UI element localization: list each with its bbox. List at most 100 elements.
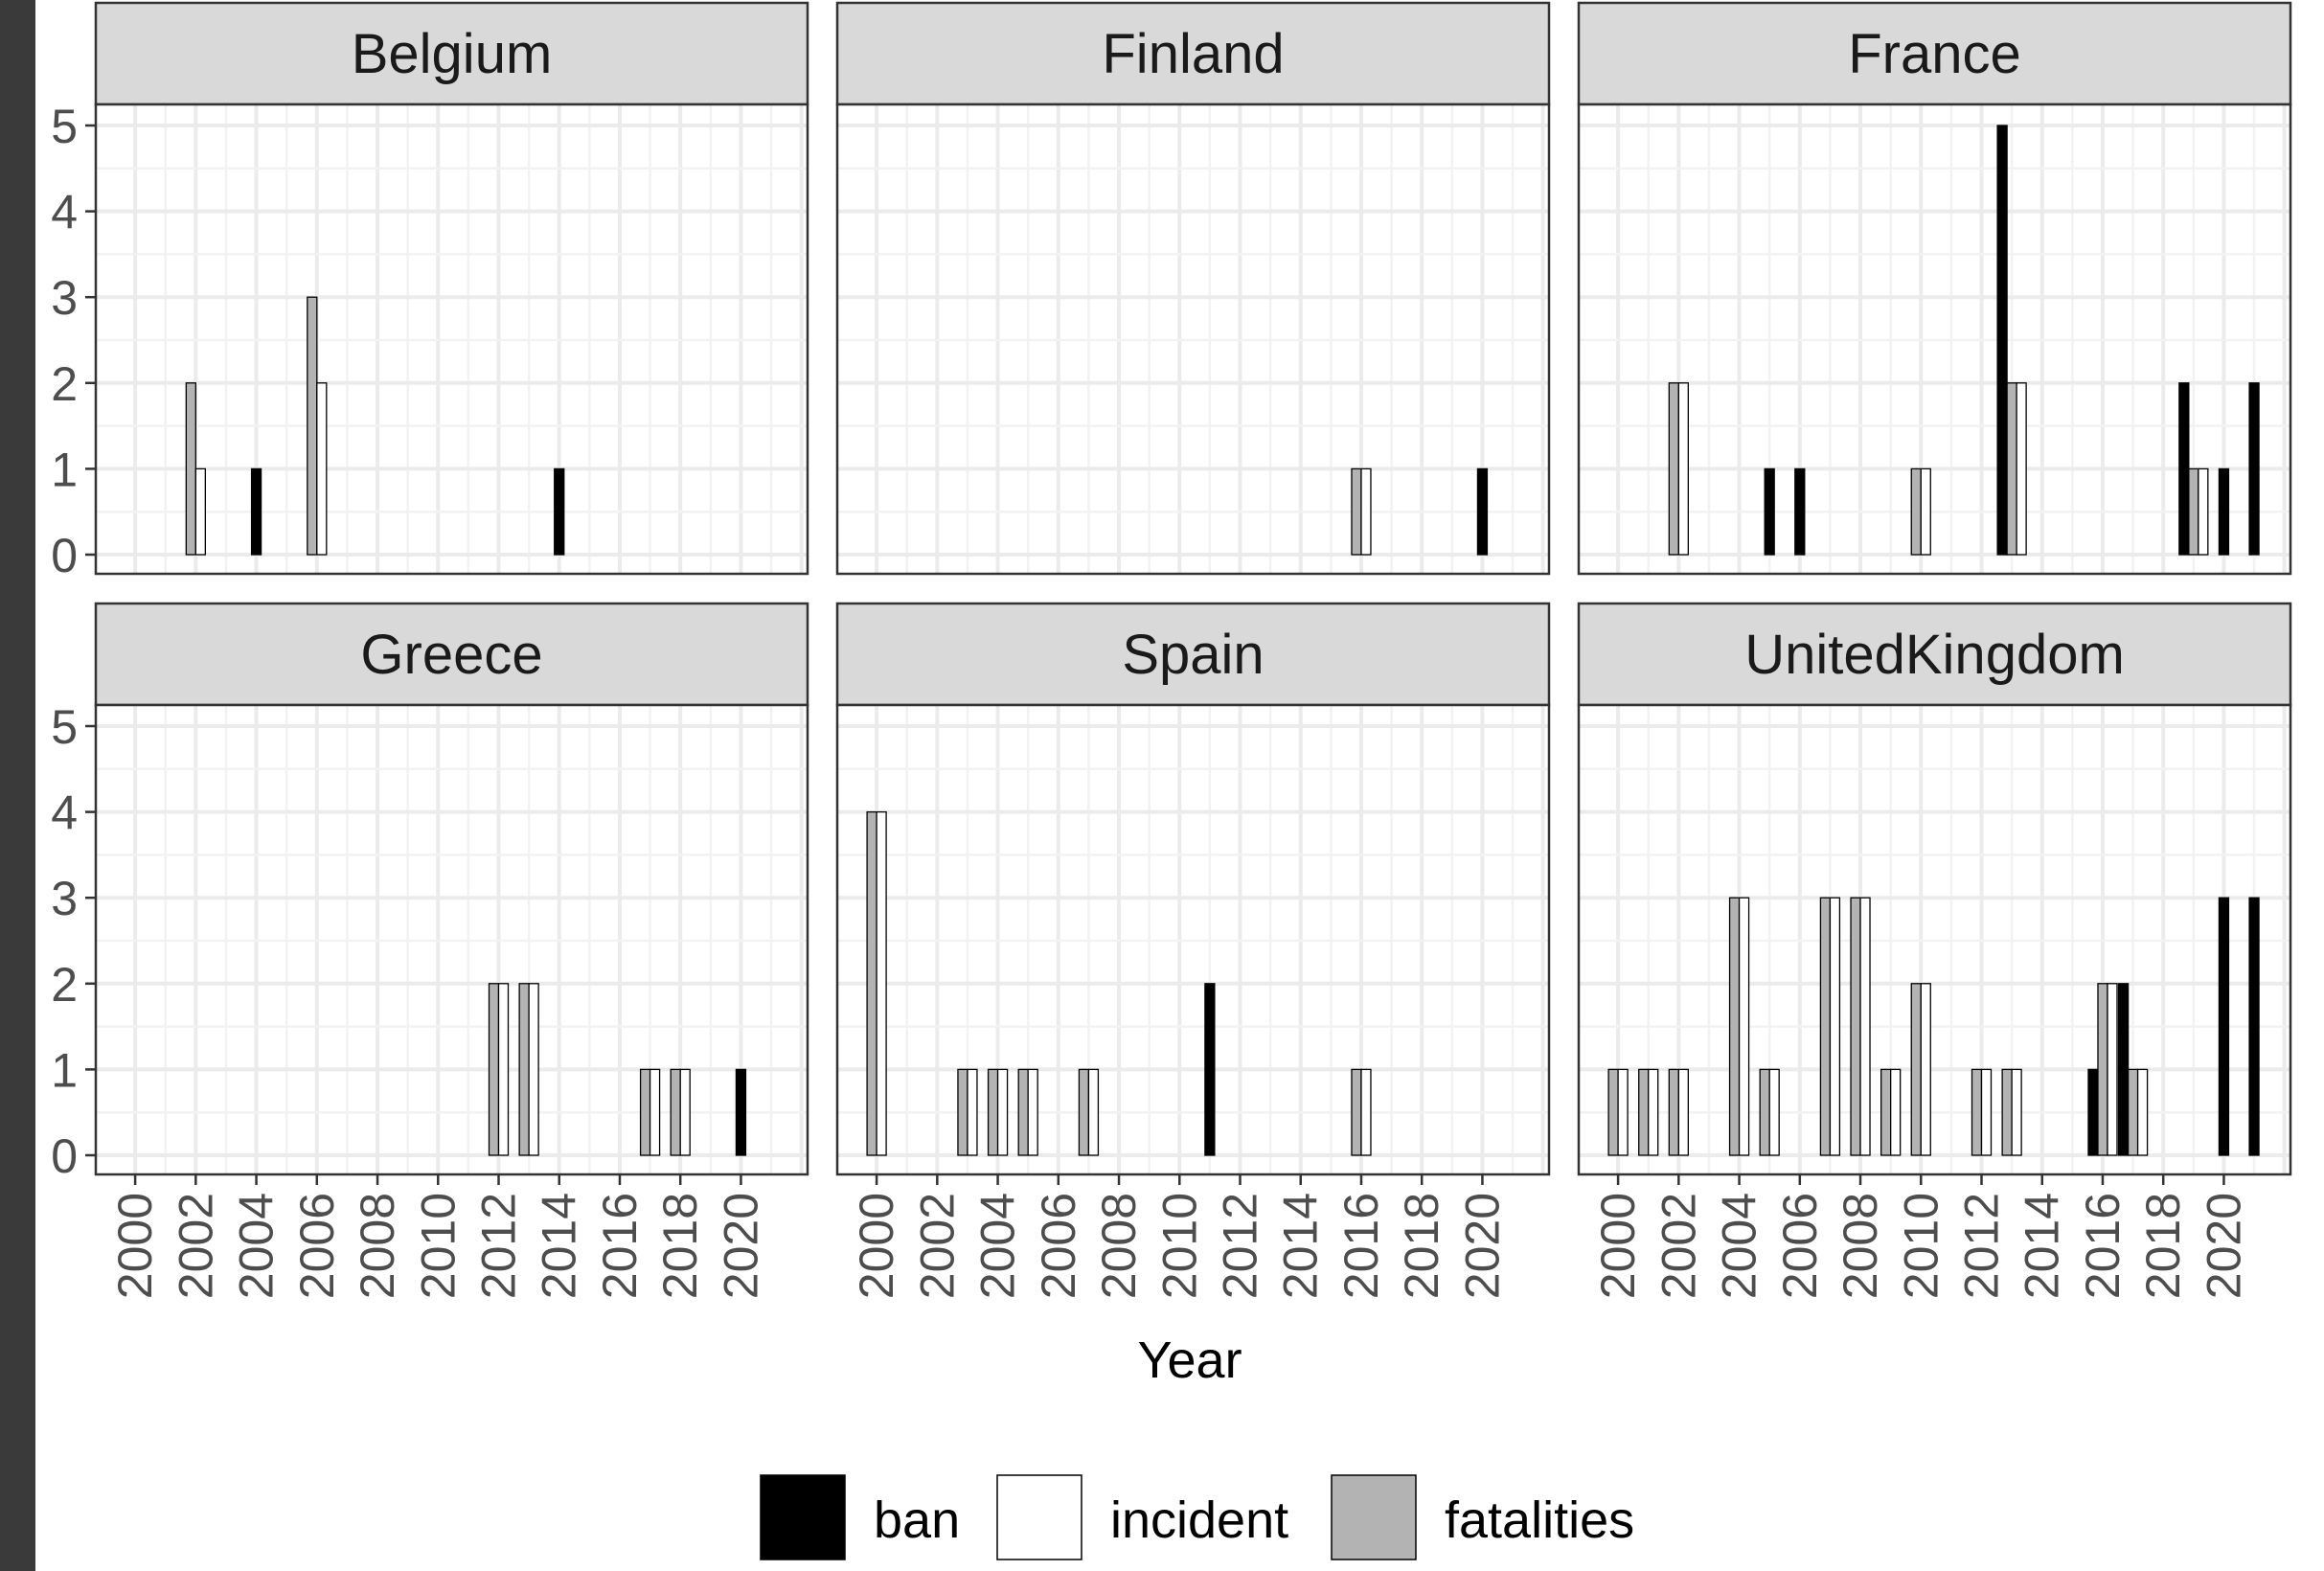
- bar-fatalities-2016: [1351, 1068, 1362, 1156]
- legend-item-fatalities: fatalities: [1331, 1474, 1634, 1560]
- y-tick-label: 0: [51, 529, 78, 582]
- x-tick-label: 2014: [2016, 1193, 2069, 1299]
- bar-fatalities-2000: [1607, 1068, 1619, 1156]
- x-tick-label: 2002: [169, 1193, 222, 1299]
- x-axis: 2000 2002 2004 2006 2008 2010 2012 2014 2016 2018…: [850, 1174, 1509, 1299]
- legend: ban incident fatalities: [760, 1474, 1634, 1560]
- y-tick-label: 0: [51, 1129, 78, 1183]
- legend-key-ban: [760, 1474, 846, 1560]
- bar-incident-2017: [2136, 1068, 2149, 1156]
- bar-ban-2020: [735, 1068, 747, 1156]
- bar-ban-2021: [2248, 382, 2260, 556]
- x-tick-label: 2008: [1834, 1193, 1887, 1299]
- gridlines: [837, 705, 1549, 1174]
- bar-ban-2020: [2218, 897, 2230, 1156]
- bar-fatalities-2004: [1728, 897, 1741, 1156]
- bar-fatalities-2004: [987, 1068, 999, 1156]
- gridlines: [1579, 104, 2290, 574]
- bar-incident-2005: [1768, 1068, 1780, 1156]
- bar-incident-2007: [1829, 897, 1841, 1156]
- legend-item-ban: ban: [760, 1474, 960, 1560]
- bar-incident-2005: [1027, 1068, 1038, 1156]
- legend-label: ban: [874, 1491, 960, 1549]
- x-tick-label: 2004: [230, 1193, 284, 1299]
- bar-ban-2020: [2218, 467, 2230, 556]
- bars: [1607, 897, 2260, 1156]
- bar-fatalities-2012: [488, 983, 500, 1156]
- y-tick-label: 1: [51, 443, 78, 496]
- facet-title: Spain: [1122, 624, 1264, 686]
- x-tick-label: 2006: [1032, 1193, 1085, 1299]
- bar-ban-2004: [250, 467, 262, 556]
- y-tick-label: 4: [51, 786, 78, 840]
- x-tick-label: 2008: [351, 1193, 404, 1299]
- bar-ban-2021: [2248, 897, 2260, 1156]
- x-axes: 2000 2002 2004 2006 2008 2010 2012 2014 2016 2018…: [108, 1174, 2250, 1299]
- panels: Belgium Finland France Greece Spain UnitedKin…: [94, 1, 2292, 1176]
- bar-fatalities-2010: [1910, 983, 1922, 1156]
- y-axis: 0 1 2 3 4 5: [51, 100, 96, 582]
- x-tick-label: 2020: [2197, 1193, 2250, 1299]
- x-tick-label: 2010: [1894, 1193, 1948, 1299]
- bar-incident-2002: [194, 467, 206, 556]
- x-tick-label: 2006: [1773, 1193, 1827, 1299]
- panel-belgium: Belgium: [94, 1, 809, 576]
- bar-fatalities-2008: [1850, 897, 1861, 1156]
- bar-fatalities-2002: [185, 382, 196, 556]
- bar-incident-2018: [679, 1068, 691, 1156]
- bar-fatalities-2006: [307, 296, 318, 556]
- bar-incident-2010: [1920, 983, 1931, 1156]
- bars: [488, 983, 747, 1156]
- y-tick-label: 5: [51, 700, 78, 754]
- panel-border: [94, 102, 809, 576]
- bar-incident-2009: [1890, 1068, 1902, 1156]
- bar-fatalities-2005: [1759, 1068, 1770, 1156]
- legend-item-incident: incident: [996, 1474, 1288, 1560]
- panel-border: [835, 703, 1551, 1176]
- x-tick-label: 2016: [593, 1193, 647, 1299]
- y-tick-label: 3: [51, 271, 78, 325]
- x-tick-label: 2002: [910, 1193, 964, 1299]
- bars: [1668, 125, 2260, 556]
- y-tick-label: 1: [51, 1043, 78, 1097]
- x-axis: 2000 2002 2004 2006 2008 2010 2012 2014 2016 2018…: [108, 1174, 767, 1299]
- bar-ban-2014: [554, 467, 565, 556]
- bar-incident-2012: [497, 983, 510, 1156]
- x-tick-label: 2018: [2136, 1193, 2190, 1299]
- facet-strip: [1577, 602, 2292, 707]
- panel-finland: Finland: [835, 1, 1551, 576]
- bar-incident-2016: [1360, 467, 1372, 556]
- x-tick-label: 2010: [411, 1193, 465, 1299]
- bar-fatalities-2013: [518, 983, 530, 1156]
- bar-incident-2004: [1738, 897, 1750, 1156]
- facet-title: Greece: [360, 624, 542, 686]
- bar-incident-2019: [2198, 467, 2209, 556]
- panel-border: [94, 703, 809, 1176]
- x-tick-label: 2018: [1395, 1193, 1448, 1299]
- legend-key-fatalities: [1331, 1474, 1417, 1560]
- bar-incident-2008: [1859, 897, 1871, 1156]
- y-tick-label: 3: [51, 872, 78, 925]
- bar-fatalities-2010: [1910, 467, 1922, 556]
- bar-incident-2001: [1648, 1068, 1659, 1156]
- bar-incident-2016: [1360, 1068, 1372, 1156]
- x-tick-label: 2004: [1713, 1193, 1766, 1299]
- bar-fatalities-2016: [2097, 983, 2108, 1156]
- x-tick-label: 2016: [1334, 1193, 1388, 1299]
- y-tick-label: 5: [51, 100, 78, 153]
- bar-incident-2012: [1980, 1068, 1993, 1156]
- bar-fatalities-2000: [866, 810, 877, 1156]
- bar-incident-2010: [1920, 467, 1931, 556]
- panel-border: [835, 102, 1551, 576]
- bar-incident-2016: [2107, 983, 2118, 1156]
- bar-incident-2003: [967, 1068, 978, 1156]
- bar-fatalities-2009: [1880, 1068, 1892, 1156]
- bar-incident-2004: [996, 1068, 1009, 1156]
- panel-border: [1577, 102, 2292, 576]
- x-tick-label: 2012: [1955, 1193, 2009, 1299]
- x-tick-label: 2016: [2076, 1193, 2130, 1299]
- bar-fatalities-2018: [670, 1068, 681, 1156]
- bar-fatalities-2003: [957, 1068, 968, 1156]
- facet-title: France: [1848, 23, 2021, 85]
- x-axis: 2000 2002 2004 2006 2008 2010 2012 2014 2016 2018…: [1591, 1174, 2250, 1299]
